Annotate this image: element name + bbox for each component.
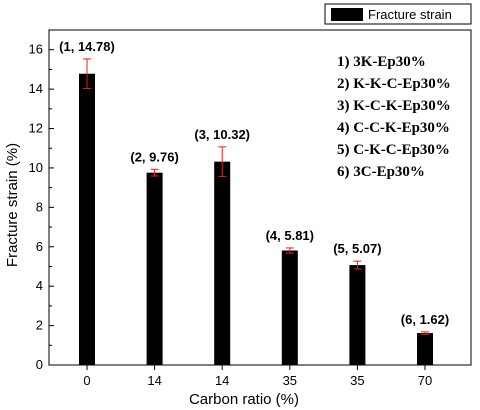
error-bars-layer xyxy=(83,58,429,335)
data-labels-layer: (1, 14.78) (2, 9.76) (3, 10.32) (4, 5.81) (5… xyxy=(59,39,449,327)
legend: Fracture strain xyxy=(324,3,472,25)
y-tick-label: 10 xyxy=(29,160,43,175)
bar xyxy=(349,265,366,365)
y-tick-label: 8 xyxy=(36,199,43,214)
data-label: (5, 5.07) xyxy=(333,241,381,256)
x-tick-label: 14 xyxy=(147,373,161,388)
bar xyxy=(417,333,433,365)
sample-list-item: 6) 3C-Ep30% xyxy=(337,164,425,180)
y-tick-label: 2 xyxy=(36,318,43,333)
y-tick-label: 0 xyxy=(36,357,43,372)
legend-swatch xyxy=(331,8,363,21)
sample-list-item: 4) C-C-K-Ep30% xyxy=(337,120,450,136)
sample-list-item: 3) K-C-K-Ep30% xyxy=(337,98,451,114)
x-tick-label: 0 xyxy=(83,373,90,388)
x-axis-title: Carbon ratio (%) xyxy=(189,391,299,408)
x-tick-label: 14 xyxy=(215,373,229,388)
plot-frame xyxy=(48,29,472,366)
bar xyxy=(146,172,163,365)
data-label: (6, 1.62) xyxy=(401,312,449,327)
y-tick-label: 16 xyxy=(29,42,43,57)
y-tick-label: 12 xyxy=(29,121,43,136)
sample-list-item: 2) K-K-C-Ep30% xyxy=(337,76,451,92)
bar xyxy=(79,73,95,365)
legend-label: Fracture strain xyxy=(368,7,452,22)
bar xyxy=(214,161,231,365)
sample-list-item: 5) C-K-C-Ep30% xyxy=(337,142,450,158)
data-label: (3, 10.32) xyxy=(194,127,250,142)
x-axis-ticks: 0 14 14 35 35 70 xyxy=(83,365,432,388)
data-label: (4, 5.81) xyxy=(266,228,314,243)
sample-list-item: 1) 3K-Ep30% xyxy=(337,54,426,70)
sample-list: 1) 3K-Ep30% 2) K-K-C-Ep30% 3) K-C-K-Ep30… xyxy=(337,54,451,180)
x-tick-label: 35 xyxy=(350,373,364,388)
data-label: (2, 9.76) xyxy=(130,149,178,164)
x-tick-label: 70 xyxy=(418,373,432,388)
y-tick-label: 6 xyxy=(36,239,43,254)
y-tick-label: 4 xyxy=(36,278,43,293)
data-label: (1, 14.78) xyxy=(59,39,115,54)
y-tick-label: 14 xyxy=(29,81,43,96)
bar xyxy=(281,250,298,365)
x-tick-label: 35 xyxy=(283,373,297,388)
bars-layer xyxy=(79,73,433,365)
y-axis-title: Fracture strain (%) xyxy=(4,143,21,267)
y-axis-ticks: 0 2 4 6 8 10 12 14 16 xyxy=(29,42,54,372)
